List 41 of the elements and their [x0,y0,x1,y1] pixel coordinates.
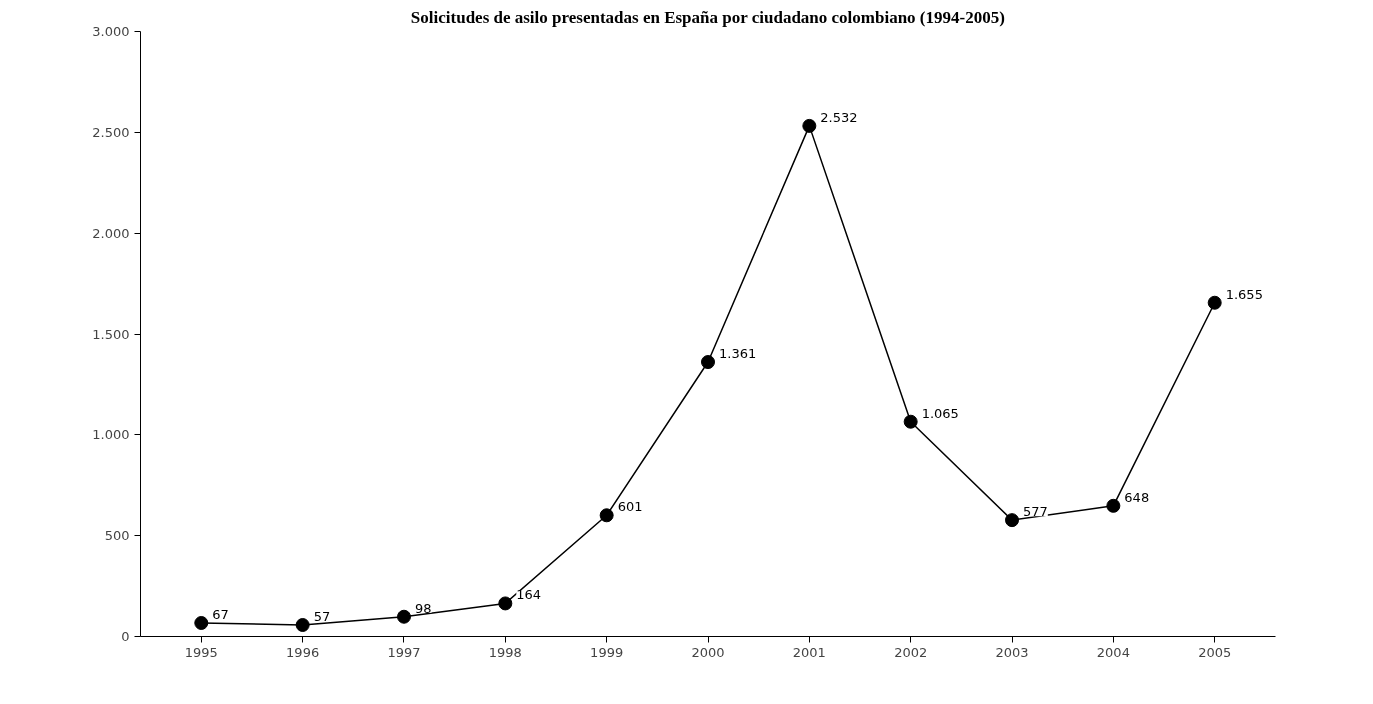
point [396,609,411,624]
x-tick-label: 2000 [691,644,725,660]
data-label: 1.065 [921,405,959,421]
point [194,616,209,630]
x-tick-label: 1997 [387,644,421,660]
y-tick-label: 500 [104,528,130,544]
x-tick-label: 1998 [488,644,522,660]
x-tick-label: 1996 [286,644,320,660]
data-label: 67 [212,606,229,622]
chart-title: Solicitudes de asilo presentadas en España por ciudadano colombiano (1994-2005) [410,7,1005,27]
data-label: 1.361 [719,346,757,362]
data-label: 2.532 [820,109,858,125]
data-label: 98 [414,600,432,616]
x-tick-label: 2001 [792,644,826,660]
point [295,618,310,632]
data-label: 601 [617,499,643,515]
y-tick-label: 2.000 [92,225,130,241]
y-tick-label: 1.000 [92,427,130,443]
x-tick-label: 2003 [995,644,1029,660]
data-label: 648 [1124,489,1150,505]
point [903,414,918,429]
data-label: 577 [1023,504,1048,520]
point [599,508,614,523]
x-tick-label: 1995 [184,644,218,660]
x-tick-label: 2004 [1096,644,1130,660]
y-tick-label: 0 [121,629,130,644]
point [1207,295,1222,310]
x-tick-label: 2005 [1198,644,1232,660]
data-label: 1.655 [1225,286,1263,302]
data-label: 164 [516,587,542,603]
data-label: 57 [313,609,331,625]
point [498,596,513,611]
point [1106,498,1121,513]
point [1005,513,1020,528]
point [802,118,817,133]
y-tick-label: 2.500 [92,124,130,140]
point [701,355,715,370]
x-tick-label: 2002 [894,644,928,660]
y-tick-label: 1.500 [92,326,130,342]
y-tick-label: 3.000 [92,24,130,39]
x-tick-label: 1999 [590,644,624,660]
